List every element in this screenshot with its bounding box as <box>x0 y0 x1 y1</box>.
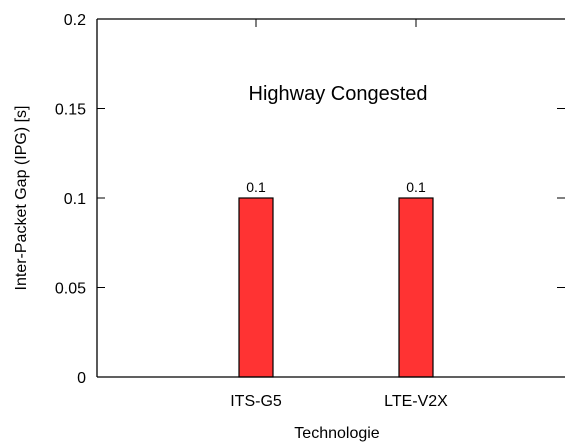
bar-value-label: 0.1 <box>406 179 426 195</box>
bars-layer: 0.1 0.1 <box>238 179 434 378</box>
ticks-layer: 0 0.05 0.1 0.15 0.2 ITS-G5 LTE-V2X <box>55 12 565 410</box>
bar-its-g5 <box>238 197 274 378</box>
bar-value-label: 0.1 <box>246 179 266 195</box>
bar-lte-v2x <box>398 197 434 378</box>
y-tick-label: 0.05 <box>55 281 86 298</box>
y-tick-label: 0.2 <box>64 12 86 29</box>
y-tick-label: 0.1 <box>64 191 86 208</box>
y-axis-title: Inter-Packet Gap (IPG) [s] <box>13 106 30 291</box>
chart-annotation: Highway Congested <box>249 83 428 105</box>
x-tick-label: ITS-G5 <box>230 393 282 410</box>
x-tick-label: LTE-V2X <box>384 393 448 410</box>
y-tick-label: 0.15 <box>55 102 86 119</box>
x-axis-title: Technologie <box>294 425 380 442</box>
y-tick-label: 0 <box>77 370 86 387</box>
